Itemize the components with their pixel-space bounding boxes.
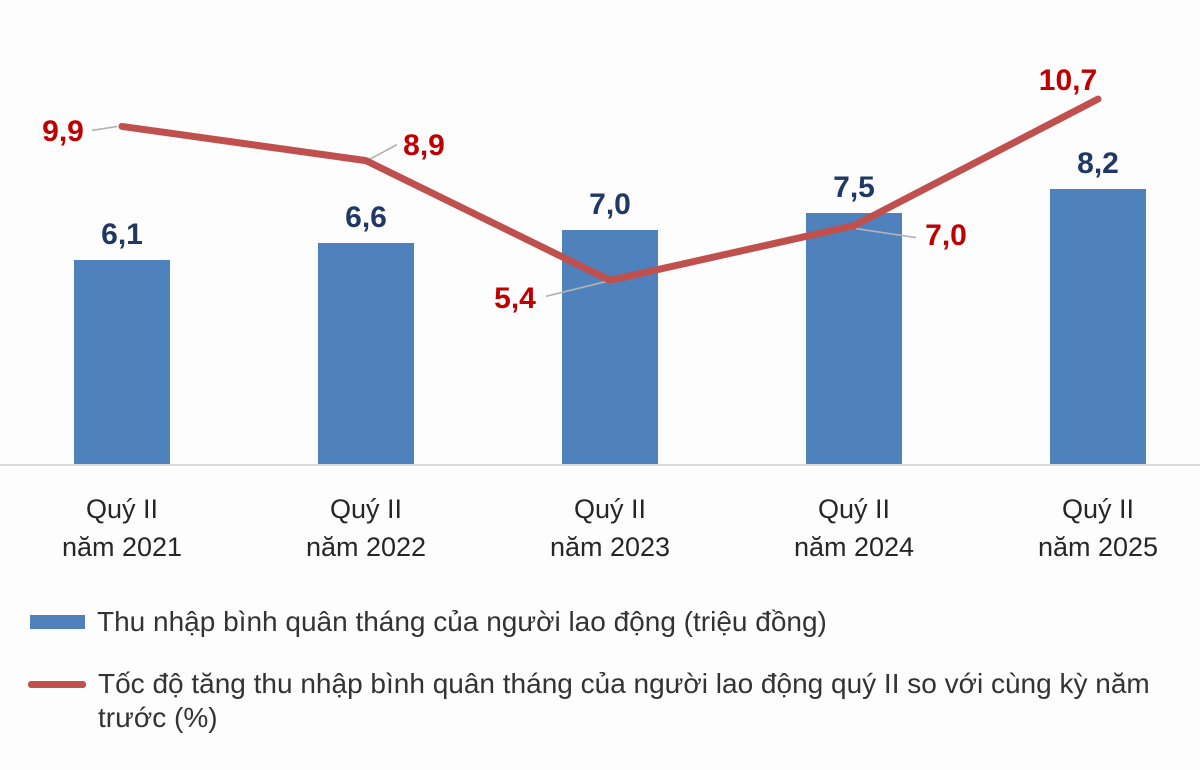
line-series-swatch-icon	[28, 681, 86, 688]
bar-value-label: 7,0	[589, 187, 631, 221]
x-axis-label-line: năm 2022	[305, 532, 427, 562]
line-point-label: 10,7	[1038, 64, 1098, 98]
bar-value-label: 8,2	[1077, 147, 1119, 181]
line-point-label: 9,9	[42, 115, 84, 149]
x-axis-label-line: Quý II	[329, 494, 403, 524]
bar-value-label: 6,1	[101, 218, 143, 252]
x-axis-label: Quý II năm 2022	[306, 490, 426, 566]
x-axis-label-line: Quý II	[573, 494, 647, 524]
line-point-label: 5,4	[494, 282, 536, 316]
x-axis-label-line: năm 2021	[61, 532, 183, 562]
x-axis-label: Quý II năm 2023	[550, 490, 670, 566]
x-axis-label-line: Quý II	[85, 494, 159, 524]
x-axis-label: Quý II năm 2024	[794, 490, 914, 566]
x-axis-label: Quý II năm 2021	[62, 490, 182, 566]
bar	[318, 243, 414, 465]
x-axis-label-line: Quý II	[817, 494, 891, 524]
x-axis-line	[0, 464, 1200, 466]
legend-item-line-series: Tốc độ tăng thu nhập bình quân tháng của…	[28, 667, 1198, 735]
legend-line-series-label: Tốc độ tăng thu nhập bình quân tháng của…	[98, 668, 1150, 733]
line-point-label: 8,9	[403, 128, 445, 162]
bar-value-label: 7,5	[833, 171, 875, 204]
x-axis-label-line: năm 2025	[1037, 532, 1159, 562]
x-axis-label-line: Quý II	[1061, 494, 1135, 524]
bar	[806, 213, 902, 465]
bar-series-swatch-icon	[30, 615, 85, 629]
bar-value-label: 6,6	[345, 201, 387, 235]
bar	[562, 229, 658, 465]
legend-bar-series-label: Thu nhập bình quân tháng của người lao đ…	[97, 606, 827, 637]
leader-line	[91, 125, 118, 132]
x-axis-label: Quý II năm 2025	[1038, 490, 1158, 566]
x-axis-label-line: năm 2024	[793, 532, 915, 562]
bar	[74, 260, 170, 465]
line-point-label: 7,0	[925, 218, 967, 252]
leader-line	[368, 143, 398, 161]
x-axis-label-line: năm 2023	[549, 532, 671, 562]
legend-item-bar-series: Thu nhập bình quân tháng của người lao đ…	[30, 605, 827, 639]
bar	[1050, 189, 1146, 465]
